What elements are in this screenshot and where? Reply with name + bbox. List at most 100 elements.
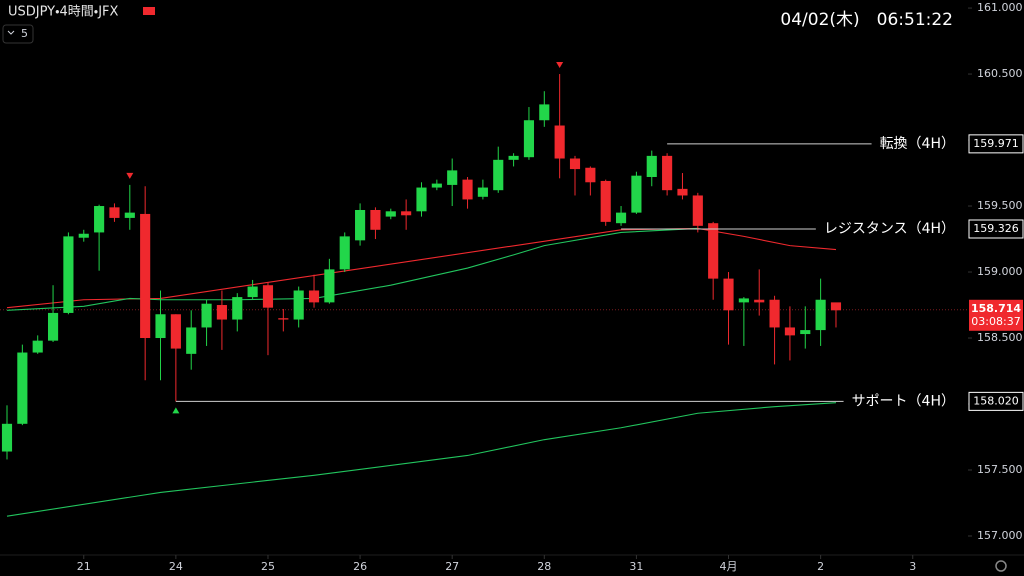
candle-body bbox=[723, 278, 734, 311]
last-price-box bbox=[969, 299, 1023, 331]
level-price-label: 159.326 bbox=[973, 222, 1019, 235]
y-tick-label: 157.000 bbox=[977, 529, 1023, 542]
candle-body bbox=[477, 187, 488, 197]
level-price-box bbox=[968, 134, 1024, 154]
candle-body bbox=[662, 155, 673, 191]
settings-icon[interactable] bbox=[995, 560, 1007, 572]
candle-body bbox=[600, 180, 611, 222]
candle-body bbox=[539, 104, 550, 121]
x-tick-label: 31 bbox=[629, 560, 643, 573]
y-tick-label: 159.500 bbox=[977, 199, 1023, 212]
candle-body bbox=[109, 207, 120, 218]
candle-body bbox=[78, 233, 89, 238]
candle-body bbox=[493, 159, 504, 191]
x-tick-label: 27 bbox=[445, 560, 459, 573]
candle-body bbox=[355, 209, 366, 241]
chart-title: USDJPY・4時間・JFX bbox=[8, 5, 119, 20]
candle-body bbox=[262, 285, 274, 308]
candle-body bbox=[508, 155, 519, 160]
candle-body bbox=[708, 223, 719, 279]
x-tick-label: 26 bbox=[353, 560, 367, 573]
level-label: サポート（4H） bbox=[852, 393, 955, 409]
candle-body bbox=[569, 158, 581, 170]
candle-body bbox=[293, 290, 304, 320]
countdown-label: 03:08:37 bbox=[971, 315, 1020, 328]
ma-line bbox=[6, 402, 837, 517]
candle-body bbox=[631, 175, 642, 213]
candle-body bbox=[232, 297, 243, 320]
ma-line bbox=[6, 227, 698, 311]
x-tick-label: 3 bbox=[909, 560, 916, 573]
candle-body bbox=[800, 330, 811, 335]
signal-marker bbox=[172, 407, 180, 414]
candle-body bbox=[247, 286, 258, 298]
candle-body bbox=[308, 290, 320, 303]
candle-body bbox=[554, 125, 565, 159]
signal-marker bbox=[126, 172, 134, 179]
candle-body bbox=[1, 423, 13, 452]
candle-body bbox=[94, 206, 105, 233]
candle-body bbox=[278, 318, 289, 320]
plot-area bbox=[0, 62, 968, 517]
candle-body bbox=[754, 299, 765, 303]
candle-body bbox=[815, 299, 826, 331]
candle-body bbox=[201, 303, 212, 328]
chevron-icon bbox=[7, 30, 15, 35]
level-price-label: 159.971 bbox=[973, 137, 1019, 150]
candle-body bbox=[401, 211, 412, 216]
candle-body bbox=[17, 352, 28, 424]
level-price-label: 158.020 bbox=[973, 394, 1019, 407]
y-tick-label: 160.500 bbox=[977, 67, 1023, 80]
candle-body bbox=[677, 188, 688, 196]
candle-body bbox=[124, 212, 135, 218]
candle-body bbox=[47, 312, 59, 341]
level-price-box bbox=[968, 391, 1024, 411]
candle-body bbox=[523, 120, 535, 158]
candle-body bbox=[692, 195, 703, 226]
y-tick-label: 158.500 bbox=[977, 331, 1023, 344]
flag-icon[interactable] bbox=[143, 7, 155, 15]
candle-body bbox=[385, 211, 396, 217]
x-tick-label: 2 bbox=[817, 560, 824, 573]
x-tick-label: 28 bbox=[537, 560, 551, 573]
candle-body bbox=[140, 213, 151, 339]
candle-body bbox=[186, 327, 197, 354]
x-tick-label: 24 bbox=[169, 560, 183, 573]
level-price-box bbox=[968, 219, 1024, 239]
x-tick-label: 25 bbox=[261, 560, 275, 573]
datetime: 04/02(木) 06:51:22 bbox=[780, 10, 953, 30]
candle-body bbox=[830, 302, 842, 311]
candle-body bbox=[32, 340, 43, 353]
y-tick-label: 161.000 bbox=[977, 1, 1023, 14]
candle-body bbox=[462, 179, 473, 200]
candle-body bbox=[155, 314, 166, 339]
candle-body bbox=[615, 212, 627, 224]
y-tick-label: 159.000 bbox=[977, 265, 1023, 278]
candle-body bbox=[585, 167, 596, 183]
candle-body bbox=[646, 155, 657, 177]
indicator-toggle[interactable] bbox=[2, 24, 34, 44]
level-label: 転換（4H） bbox=[880, 136, 955, 152]
candle-body bbox=[63, 236, 74, 313]
candle-body bbox=[447, 170, 458, 185]
candle-body bbox=[216, 305, 227, 320]
candle-body bbox=[339, 236, 350, 270]
candle-body bbox=[324, 269, 335, 303]
indicator-count: 5 bbox=[21, 27, 28, 40]
signal-marker bbox=[556, 62, 564, 69]
candle-body bbox=[431, 183, 442, 188]
last-price-label: 158.714 bbox=[971, 302, 1021, 315]
candle-body bbox=[738, 298, 749, 303]
candle-body bbox=[370, 209, 381, 230]
candle-body bbox=[784, 327, 795, 336]
x-tick-label: 21 bbox=[77, 560, 91, 573]
candle-body bbox=[769, 299, 780, 328]
level-label: レジスタンス（4H） bbox=[824, 221, 955, 237]
x-tick-label: 4月 bbox=[720, 560, 738, 573]
candle-body bbox=[170, 314, 181, 349]
y-tick-label: 157.500 bbox=[977, 463, 1023, 476]
candle-body bbox=[416, 187, 427, 212]
